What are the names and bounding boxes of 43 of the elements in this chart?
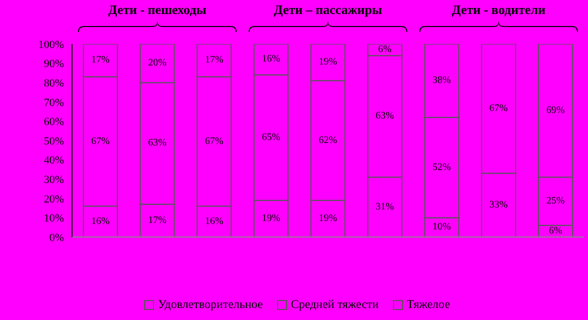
data-label: 63%: [376, 110, 394, 122]
data-label: 16%: [204, 216, 224, 227]
text: Дети - пешеходы: [108, 2, 206, 17]
y-tick-label: 10%: [44, 212, 64, 225]
data-label: 6%: [548, 226, 562, 237]
data-label: 19%: [318, 56, 338, 68]
data-label: 69%: [546, 104, 565, 116]
legend-label: Удовлетворительное: [156, 297, 263, 312]
legend-label: Тяжелое: [406, 297, 450, 312]
data-label: 17%: [91, 54, 110, 66]
y-tick-label: 100%: [38, 38, 64, 51]
y-tick-label: 90%: [44, 58, 64, 70]
data-label: 67%: [204, 136, 224, 147]
data-label: 20%: [148, 58, 166, 69]
data-label: 16%: [262, 54, 280, 65]
y-tick-label: 30%: [44, 174, 64, 186]
y-tick-label: 0%: [49, 232, 64, 244]
data-label: 6%: [378, 44, 392, 56]
data-label: 52%: [432, 162, 451, 173]
data-label: 65%: [262, 132, 280, 143]
data-label: 62%: [318, 134, 338, 146]
data-label: 63%: [148, 138, 166, 149]
y-tick-label: 70%: [44, 96, 64, 109]
y-tick-label: 60%: [44, 116, 64, 128]
data-label: 16%: [91, 216, 110, 227]
text: Дети - водители: [452, 2, 546, 17]
data-label: 19%: [262, 212, 280, 224]
y-tick-label: 80%: [44, 78, 64, 90]
y-tick-label: 40%: [44, 154, 64, 167]
data-label: 67%: [91, 136, 110, 147]
y-tick-label: 20%: [44, 193, 64, 206]
data-label: 17%: [148, 214, 166, 226]
y-tick-label: 50%: [44, 135, 64, 148]
text: Дети – пассажиры: [274, 2, 382, 17]
data-label: 25%: [546, 196, 565, 207]
data-label: 38%: [432, 74, 451, 86]
legend-label: Средней тяжести: [290, 297, 379, 312]
data-label: 10%: [432, 222, 451, 233]
data-label: 67%: [489, 102, 508, 114]
data-label: 19%: [318, 212, 338, 224]
data-label: 31%: [376, 201, 394, 212]
data-label: 17%: [204, 54, 224, 66]
data-label: 33%: [489, 199, 508, 210]
